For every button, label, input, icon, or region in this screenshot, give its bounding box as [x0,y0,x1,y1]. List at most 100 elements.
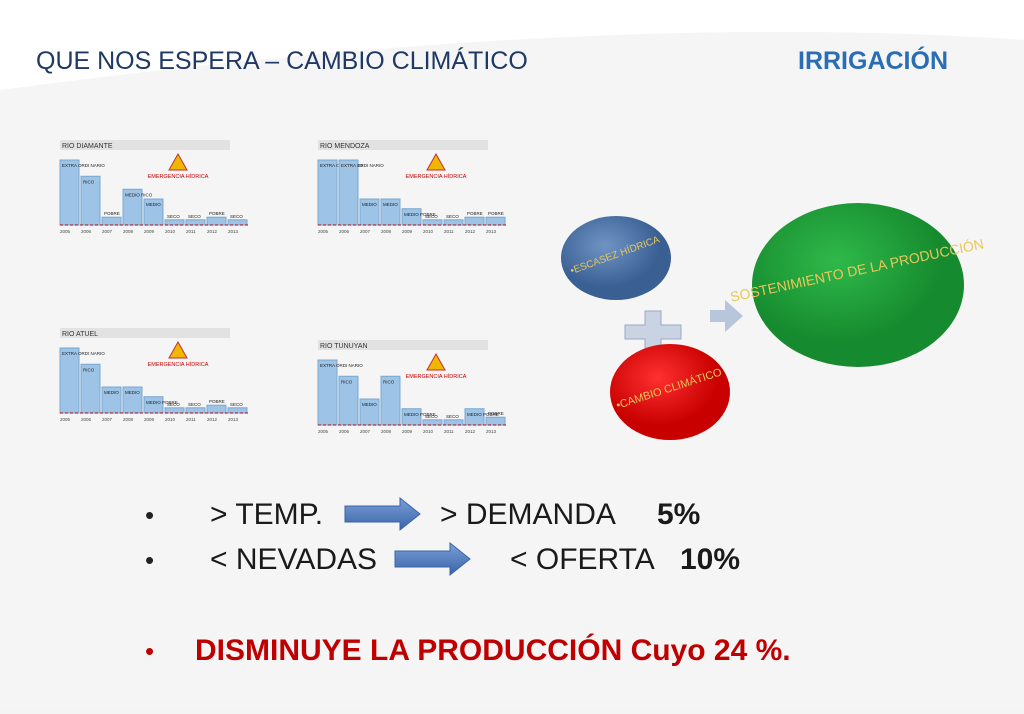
year-label: 2013 [486,229,497,234]
bar-label: MEDIO POBRE [404,212,436,217]
bar-label: EXTRA ORDI NARIO [341,163,384,168]
year-label: 2013 [228,229,239,234]
bar-label: MEDIO POBRE [146,400,178,405]
bar-label: POBRE [209,399,225,404]
bar-label: MEDIO POBRE [467,412,499,417]
bar [443,419,464,426]
bar-label: POBRE [488,411,504,416]
bar-label: RICO [341,379,353,384]
bar-label: POBRE [209,211,225,216]
year-label: 2008 [381,229,392,234]
bar [338,159,359,226]
bar-label: RICO [83,367,95,372]
panel-title: RIO TUNUYAN [320,343,368,350]
bar-label: RICO [83,179,95,184]
bar-label: SECO [230,402,243,407]
year-label: 2009 [402,429,413,434]
bar-label: SECO [425,414,438,419]
bar [422,419,443,426]
bar [227,407,248,414]
bar-label: MEDIO [362,202,377,207]
bar [185,219,206,226]
bar-label: RICO [383,379,395,384]
warning-icon [426,152,446,171]
bar [485,216,506,226]
year-label: 2005 [318,229,329,234]
year-label: 2006 [81,417,92,422]
bar [485,416,506,426]
year-label: 2010 [165,417,176,422]
warning-icon [168,152,188,171]
bar-label: POBRE [104,211,120,216]
year-label: 2010 [423,429,434,434]
bar-label: SECO [425,214,438,219]
year-label: 2010 [423,229,434,234]
warning-text: EMERGENCIA HÍDRICA [148,361,209,368]
year-label: 2008 [381,429,392,434]
bar-label: MEDIO [362,402,377,407]
bar [401,408,422,426]
bar [59,159,80,226]
bar-label: SECO [188,402,201,407]
warning-text: EMERGENCIA HÍDRICA [148,173,209,180]
bar [422,219,443,226]
bar-label: MEDIO [104,390,119,395]
logo: IRRIGACIÓN [798,45,948,75]
panels: RIO DIAMANTE EMERGENCIA HÍDRICA EXTRA ORDI… [59,140,508,434]
year-label: 2007 [102,229,113,234]
year-label: 2006 [81,229,92,234]
circle [561,216,671,300]
panel-header [318,340,488,350]
bullet-right: > DEMANDA [440,498,616,531]
bar [101,216,122,226]
year-label: 2011 [186,417,196,422]
bar-label: MEDIO [383,202,398,207]
bullet-left: < NEVADAS [210,543,377,576]
bar-label: POBRE [467,211,483,216]
bar [227,219,248,226]
bar [143,396,164,414]
year-label: 2012 [465,429,476,434]
year-label: 2006 [339,429,350,434]
bar-label: SECO [188,214,201,219]
bar [401,208,422,226]
bar [164,219,185,226]
year-label: 2010 [165,229,176,234]
bar [443,219,464,226]
year-label: 2009 [402,229,413,234]
warning-icon [426,352,446,371]
year-label: 2007 [102,417,113,422]
bar [164,407,185,414]
year-label: 2006 [339,229,350,234]
panel-header [318,140,488,150]
bar-label: SECO [446,214,459,219]
year-label: 2013 [486,429,497,434]
bullet-dot: • [145,545,154,575]
panel-header [60,328,230,338]
year-label: 2011 [444,429,454,434]
year-label: 2008 [123,417,134,422]
year-label: 2007 [360,429,371,434]
year-label: 2008 [123,229,134,234]
bar-label: POBRE [488,211,504,216]
bullet-right: < OFERTA [510,543,655,576]
bar [59,347,80,414]
year-label: 2011 [444,229,454,234]
bar [143,198,164,226]
bar-label: SECO [167,214,180,219]
year-label: 2012 [207,417,218,422]
warning-text: EMERGENCIA HÍDRICA [406,373,467,380]
year-label: 2011 [186,229,196,234]
year-label: 2009 [144,417,155,422]
circle [610,344,730,440]
year-label: 2012 [207,229,218,234]
plus [624,310,682,354]
bullet-dot: • [145,500,154,530]
arrow [344,496,421,532]
year-label: 2013 [228,417,239,422]
year-label: 2005 [60,417,71,422]
bar-label: SECO [230,214,243,219]
year-label: 2005 [60,229,71,234]
conclusion: DISMINUYE LA PRODUCCIÓN Cuyo 24 %. [195,633,791,667]
